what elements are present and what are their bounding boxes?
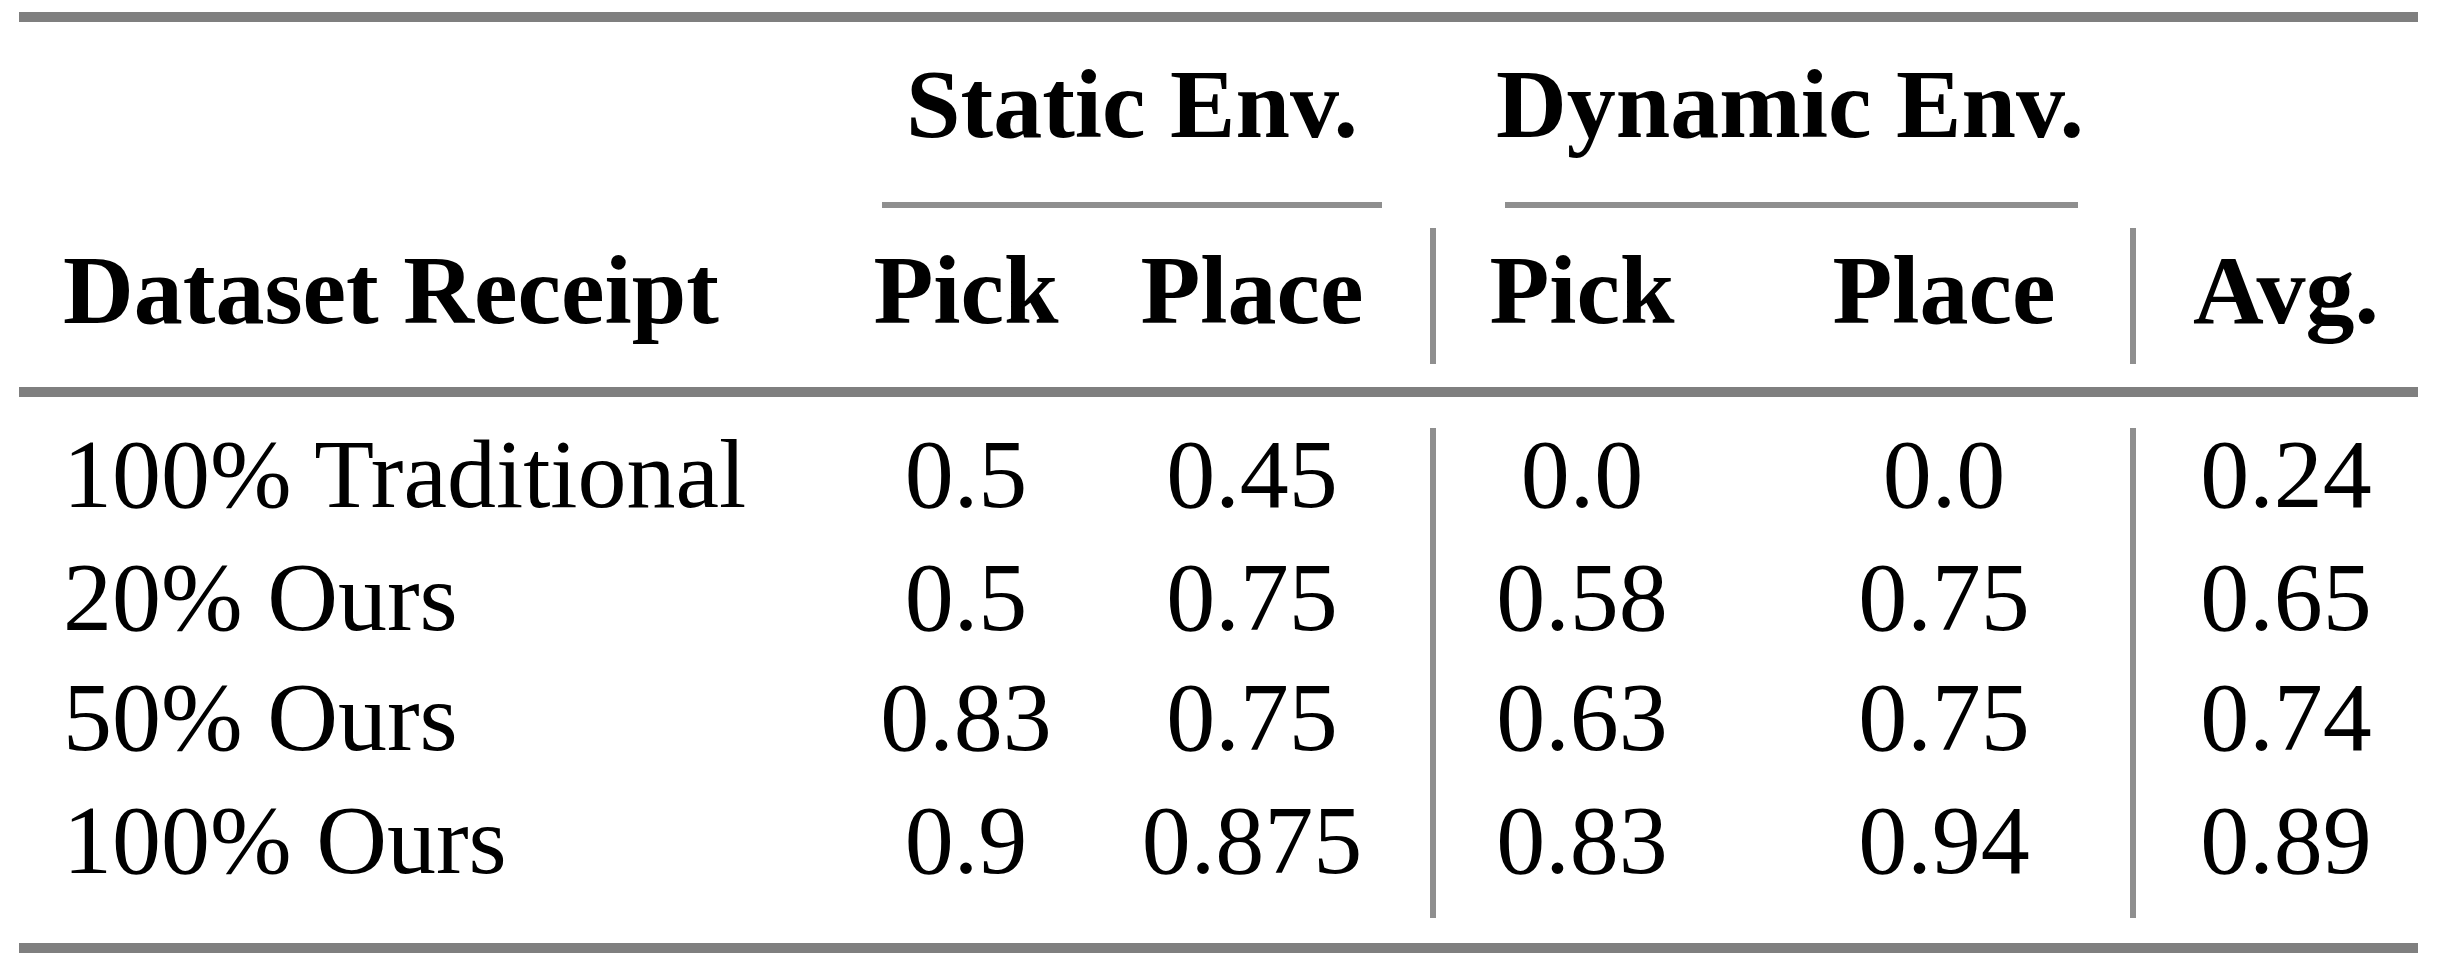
header-dynamic-place: Place: [1832, 241, 2055, 339]
cell-avg: 0.74: [2200, 668, 2372, 766]
row-label: 20% Ours: [63, 548, 458, 646]
row-label: 100% Ours: [63, 791, 507, 889]
cell-dynamic-pick: 0.0: [1521, 425, 1644, 523]
cell-dynamic-pick: 0.63: [1496, 668, 1668, 766]
cell-dynamic-pick: 0.58: [1496, 548, 1668, 646]
cell-dynamic-place: 0.0: [1883, 425, 2006, 523]
cell-static-pick: 0.83: [880, 668, 1052, 766]
col-group-static-env: Static Env.: [906, 55, 1358, 153]
separator-avg-header: [2130, 228, 2136, 364]
dynamic-env-cmidrule: [1505, 202, 2078, 208]
col-group-dynamic-env: Dynamic Env.: [1496, 55, 2084, 153]
cell-avg: 0.65: [2200, 548, 2372, 646]
row-label: 100% Traditional: [63, 425, 746, 523]
header-static-pick: Pick: [873, 241, 1058, 339]
separator-static-dynamic-header: [1430, 228, 1436, 364]
table-bottom-rule: [19, 943, 2418, 953]
cell-dynamic-pick: 0.83: [1496, 791, 1668, 889]
cell-dynamic-place: 0.94: [1858, 791, 2030, 889]
cell-avg: 0.24: [2200, 425, 2372, 523]
results-table: Static Env. Dynamic Env. Dataset Receipt…: [0, 0, 2440, 966]
cell-dynamic-place: 0.75: [1858, 668, 2030, 766]
cell-avg: 0.89: [2200, 791, 2372, 889]
cell-static-place: 0.75: [1166, 668, 1338, 766]
header-static-place: Place: [1140, 241, 1363, 339]
cell-dynamic-place: 0.75: [1858, 548, 2030, 646]
separator-static-dynamic-body: [1430, 428, 1436, 918]
cell-static-pick: 0.9: [905, 791, 1028, 889]
row-label: 50% Ours: [63, 668, 458, 766]
cell-static-pick: 0.5: [905, 548, 1028, 646]
static-env-cmidrule: [882, 202, 1382, 208]
cell-static-place: 0.875: [1142, 791, 1363, 889]
cell-static-pick: 0.5: [905, 425, 1028, 523]
separator-avg-body: [2130, 428, 2136, 918]
header-avg: Avg.: [2193, 241, 2379, 339]
table-top-rule: [19, 12, 2418, 22]
header-dataset-receipt: Dataset Receipt: [63, 241, 719, 339]
cell-static-place: 0.75: [1166, 548, 1338, 646]
table-mid-rule: [19, 387, 2418, 397]
header-dynamic-pick: Pick: [1489, 241, 1674, 339]
cell-static-place: 0.45: [1166, 425, 1338, 523]
